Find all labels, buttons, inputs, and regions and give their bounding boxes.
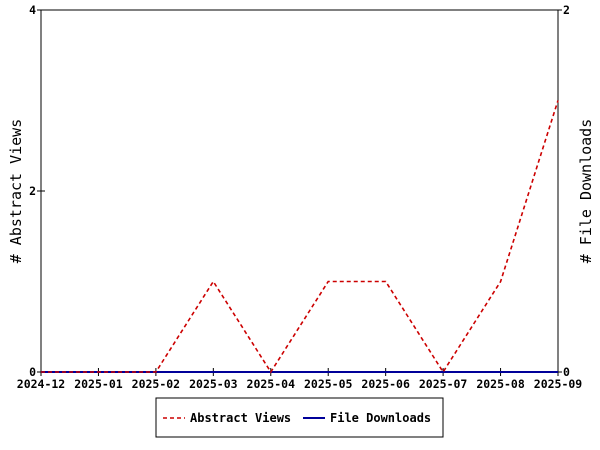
- y-tick-label-left: 4: [29, 3, 36, 17]
- y-tick-label-right: 2: [563, 3, 570, 17]
- legend: Abstract Views File Downloads: [155, 397, 444, 438]
- axes: [37, 9, 562, 376]
- series-lines: [41, 100, 559, 374]
- y-axis-title-right: # File Downloads: [577, 119, 595, 264]
- y-tick-label-left: 0: [29, 365, 36, 379]
- x-tick-label: 2025-06: [361, 377, 410, 391]
- x-tick-label: 2025-05: [304, 377, 353, 391]
- x-tick-label: 2025-08: [476, 377, 525, 391]
- x-tick-label: 2025-01: [74, 377, 123, 391]
- y-axis-title-left: # Abstract Views: [7, 119, 25, 264]
- series-line-abstract-views: [41, 100, 559, 374]
- legend-label-file-downloads: File Downloads: [330, 411, 431, 425]
- legend-box: [155, 397, 444, 438]
- x-tick-label: 2025-09: [534, 377, 583, 391]
- legend-label-abstract-views: Abstract Views: [190, 411, 291, 425]
- y-tick-label-right: 0: [563, 365, 570, 379]
- x-tick-label: 2025-02: [132, 377, 180, 391]
- y-tick-label-left: 2: [29, 184, 36, 198]
- tick-labels: 2024-12 2025-01 2025-02 2025-03 2025-04 2025-…: [17, 3, 583, 391]
- x-tick-label: 2025-07: [419, 377, 468, 391]
- x-tick-label: 2025-03: [189, 377, 238, 391]
- x-tick-label: 2024-12: [17, 377, 65, 391]
- x-tick-label: 2025-04: [247, 377, 296, 391]
- plot-frame: [40, 9, 559, 373]
